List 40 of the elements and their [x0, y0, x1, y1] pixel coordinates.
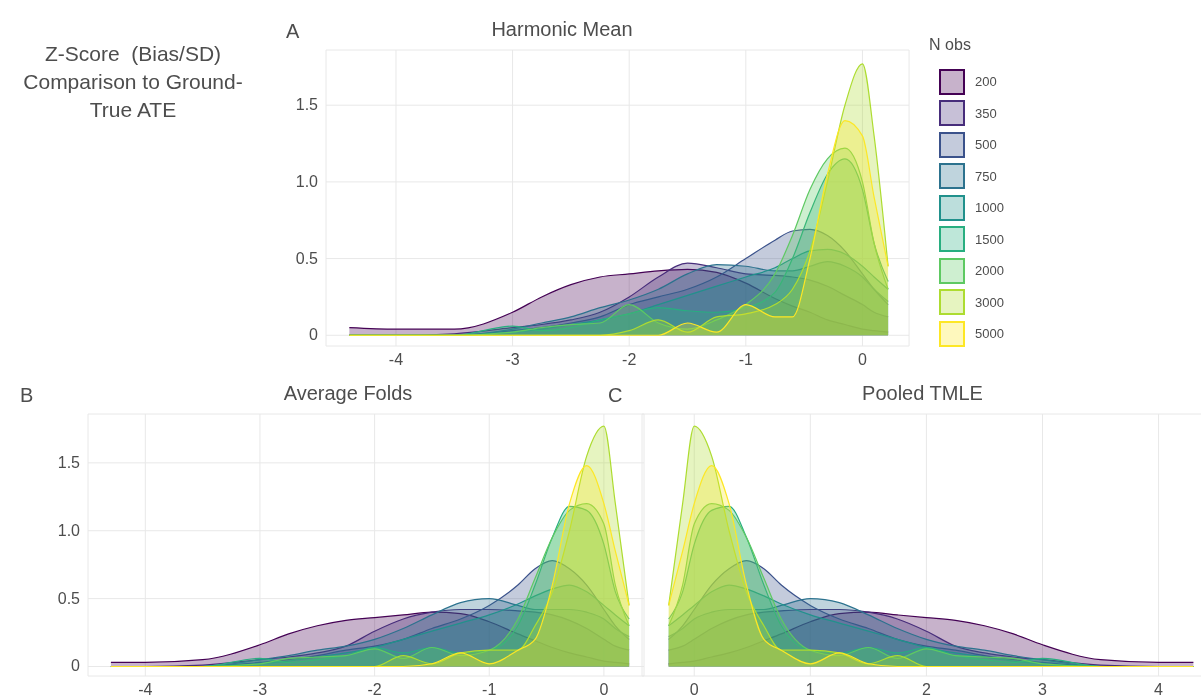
x-tick-label: 2	[921, 681, 931, 698]
y-tick-label: 1.5	[57, 453, 81, 471]
text: C	[608, 384, 623, 407]
x-tick-label: -2	[622, 351, 637, 369]
text: A	[286, 20, 300, 43]
legend-label: 200	[975, 74, 997, 90]
y-tick-label: 0	[309, 326, 319, 344]
chart-title: Average Folds	[283, 382, 413, 404]
legend-label: 5000	[975, 326, 1004, 342]
y-tick-label: 1.0	[57, 521, 81, 539]
x-tick-label: -3	[505, 351, 520, 369]
legend-label: 350	[975, 105, 997, 121]
x-tick-label: -1	[482, 681, 497, 698]
y-tick-label: 0.5	[57, 589, 81, 607]
legend-label: 2000	[975, 263, 1004, 279]
chart-title: Harmonic Mean	[491, 18, 633, 40]
text: B	[20, 384, 34, 407]
legend-label: 1000	[975, 200, 1004, 216]
x-tick-label: 1	[805, 681, 815, 698]
y-tick-label: 1.0	[295, 172, 319, 190]
x-tick-label: -3	[252, 681, 268, 698]
x-tick-label: 3	[1038, 681, 1048, 698]
legend-label: 3000	[975, 294, 1004, 310]
text: Z-Score (Bias/SD) Comparison to Ground-True ATE	[22, 41, 244, 123]
legend-label: 500	[975, 137, 997, 153]
x-tick-label: 4	[1154, 681, 1164, 698]
y-tick-label: 0.5	[295, 249, 319, 267]
legend-label: 1500	[975, 231, 1004, 247]
x-tick-label: -1	[738, 351, 754, 369]
chart-title: Pooled TMLE	[862, 382, 983, 404]
x-tick-label: 0	[599, 681, 609, 698]
y-tick-label: 0	[71, 657, 81, 675]
x-tick-label: -2	[367, 681, 382, 698]
x-tick-label: -4	[388, 351, 404, 369]
x-tick-label: 0	[857, 351, 867, 369]
x-tick-label: -4	[138, 681, 153, 698]
legend-label: 750	[975, 168, 997, 184]
legend-title: N obs	[929, 36, 972, 54]
x-tick-label: 0	[689, 681, 699, 698]
y-tick-label: 1.5	[295, 96, 319, 114]
